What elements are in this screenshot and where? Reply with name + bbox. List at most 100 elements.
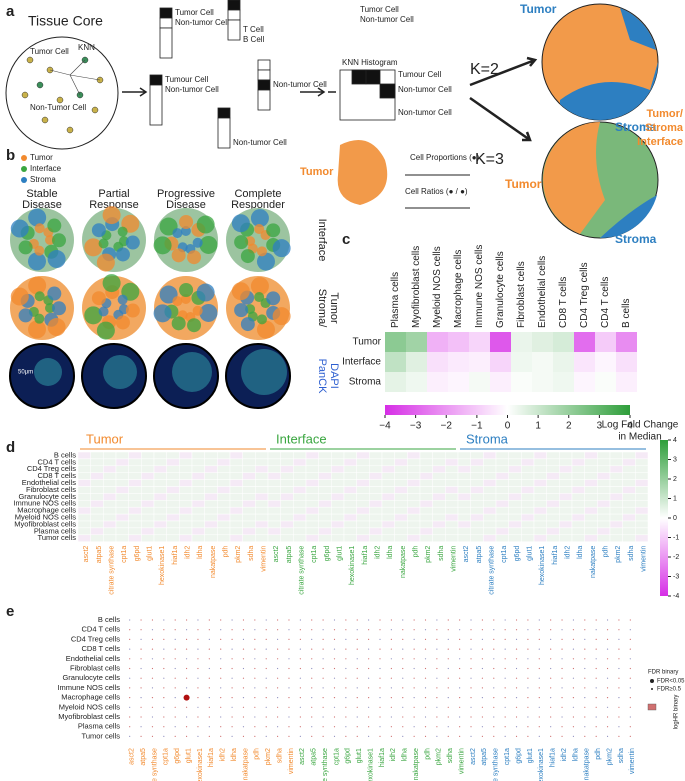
dot: [254, 735, 256, 738]
heat-cell-bg: [115, 458, 129, 467]
heat-cell-bg: [103, 465, 117, 473]
marker-label: pkm2: [265, 748, 272, 765]
tissue-patch: [231, 214, 250, 233]
dot: [527, 697, 529, 699]
dot: [561, 658, 563, 660]
heat-cell: [595, 372, 616, 392]
heat-cell-bg: [419, 493, 433, 501]
heat-cell-bg: [584, 465, 598, 473]
dot: [311, 629, 313, 631]
tissue-patch: [153, 304, 172, 323]
dot: [197, 677, 199, 679]
heat-cell-bg: [546, 506, 560, 515]
heat-cell-bg: [242, 500, 256, 508]
heat-cell-bg: [77, 493, 91, 501]
row-label: Fibroblast cells: [70, 663, 120, 672]
heat-cell-bg: [318, 493, 332, 501]
heat-cell-bg: [343, 451, 357, 460]
heat-cell-bg: [331, 500, 345, 508]
dot: [254, 648, 256, 650]
heat-cell-bg: [191, 451, 205, 460]
heat-cell: [595, 352, 616, 372]
heat-cell-bg: [179, 493, 193, 501]
dot: [345, 619, 347, 621]
dot: [584, 726, 586, 728]
row-label: Plasma cells: [78, 722, 120, 731]
heat-cell-bg: [331, 520, 345, 529]
heat-cell-bg: [331, 527, 345, 536]
heat-cell-bg: [597, 500, 611, 508]
tissue-patch: [102, 274, 121, 293]
dot: [402, 716, 404, 718]
dot: [527, 677, 529, 679]
heat-cell-bg: [242, 520, 256, 529]
dot: [561, 677, 563, 679]
tissue-patch: [266, 223, 281, 238]
dot: [515, 629, 518, 631]
dot: [242, 735, 245, 738]
dot: [550, 677, 552, 679]
dot: [595, 716, 597, 718]
tissue-patch: [47, 250, 66, 269]
dot: [390, 697, 392, 699]
heat-cell-bg: [90, 472, 104, 480]
heat-cell-bg: [318, 458, 332, 467]
heat-cell-bg: [356, 500, 370, 508]
heat-cell-bg: [394, 513, 408, 522]
heat-cell-bg: [432, 486, 446, 494]
dot: [163, 706, 165, 708]
dot: [311, 619, 313, 621]
blob: [337, 140, 388, 205]
heat-cell-bg: [470, 451, 484, 460]
heat-cell-bg: [609, 479, 623, 487]
heat-cell-bg: [115, 513, 129, 522]
heat-cell-bg: [483, 479, 497, 487]
dot: [231, 697, 233, 699]
heat-cell: [511, 372, 532, 392]
heat-cell-bg: [141, 513, 155, 522]
heat-cell-bg: [445, 534, 459, 542]
dot: [231, 648, 233, 650]
dot: [311, 687, 313, 689]
dot: [288, 648, 290, 650]
dot: [629, 658, 631, 660]
heat-cell-bg: [242, 451, 256, 460]
tissue-patch: [254, 224, 265, 235]
dot: [504, 726, 506, 728]
heat-cell-bg: [204, 520, 218, 529]
heat-cell-bg: [419, 451, 433, 460]
dot: [163, 638, 165, 641]
dot: [561, 667, 563, 670]
heat-cell-bg: [470, 527, 484, 536]
colorbar-tick-label: -1: [673, 534, 679, 541]
legend-dot: [650, 679, 654, 683]
dot: [379, 677, 381, 679]
dot: [174, 667, 176, 670]
dot: [481, 638, 483, 641]
dot: [447, 697, 449, 699]
heat-cell: [490, 332, 511, 352]
heat-cell-bg: [584, 493, 598, 501]
marker-label: pdh: [254, 748, 261, 760]
dot: [151, 706, 154, 708]
legend-label: Tumor: [30, 153, 53, 162]
dot: [493, 638, 495, 641]
dot: [572, 638, 575, 641]
marker-label: atpa5: [96, 546, 103, 564]
column-label: Plasma cells: [390, 272, 401, 328]
marker-label: citrate synthase: [151, 748, 158, 781]
column-label: Myofibroblast cells: [411, 246, 422, 328]
dot: [572, 687, 575, 689]
dot: [493, 667, 495, 670]
heat-cell-bg: [90, 458, 104, 467]
heat-cell-bg: [508, 451, 522, 460]
dot: [140, 697, 142, 699]
dot: [618, 658, 620, 660]
heat-cell-bg: [394, 493, 408, 501]
heat-cell-bg: [331, 472, 345, 480]
legend-dot: [651, 688, 653, 690]
dot: [470, 619, 472, 621]
heat-cell-bg: [546, 527, 560, 536]
heat-cell-bg: [153, 479, 167, 487]
dot: [515, 677, 518, 679]
